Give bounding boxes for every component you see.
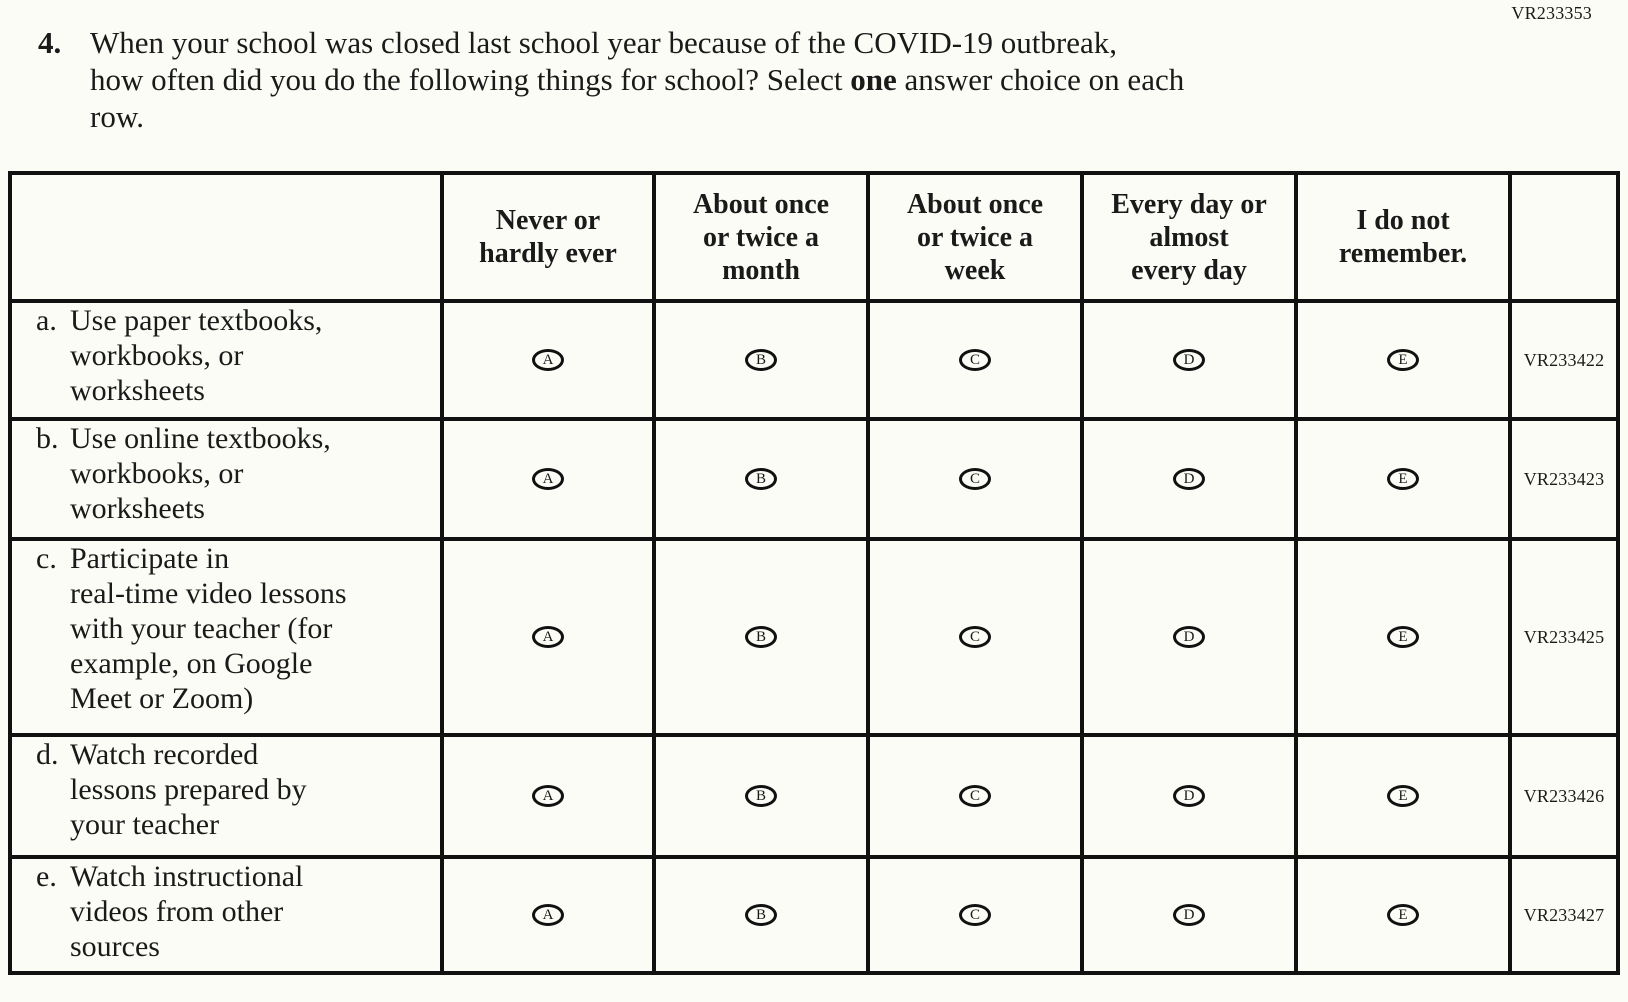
table-row-b: b. Use online textbooks, workbooks, or w… [8, 417, 1620, 541]
row-code: VR233427 [1508, 855, 1620, 975]
row-code: VR233423 [1508, 417, 1620, 541]
option-bubble-a[interactable]: A [532, 468, 564, 490]
row-text: Watch recorded lessons prepared by your … [70, 738, 307, 841]
row-label-cell: d. Watch recorded lessons prepared by yo… [8, 733, 444, 859]
form-code: VR233353 [1511, 3, 1592, 23]
option-bubble-c[interactable]: C [959, 785, 991, 807]
option-cell: E [1294, 417, 1512, 541]
option-cell: A [440, 417, 656, 541]
option-bubble-a[interactable]: A [532, 349, 564, 371]
row-code: VR233426 [1508, 733, 1620, 859]
option-bubble-b[interactable]: B [745, 349, 777, 371]
option-bubble-e[interactable]: E [1387, 626, 1419, 648]
column-header-once-twice-week: About once or twice a week [866, 171, 1084, 303]
option-cell: E [1294, 733, 1512, 859]
option-bubble-a[interactable]: A [532, 785, 564, 807]
option-cell: D [1080, 299, 1298, 421]
option-cell: C [866, 417, 1084, 541]
question-line-3: row. [90, 99, 144, 134]
question-line-2: how often did you do the following thing… [90, 61, 1184, 98]
option-cell: D [1080, 855, 1298, 975]
option-bubble-c[interactable]: C [959, 468, 991, 490]
option-cell: B [652, 417, 870, 541]
question-bold-word: one [850, 62, 897, 97]
option-bubble-d[interactable]: D [1173, 785, 1205, 807]
option-cell: B [652, 733, 870, 859]
option-cell: C [866, 299, 1084, 421]
row-letter: e. [36, 860, 57, 893]
row-label-cell: e. Watch instructional videos from other… [8, 855, 444, 975]
option-cell: E [1294, 299, 1512, 421]
option-cell: A [440, 855, 656, 975]
table-row-e: e. Watch instructional videos from other… [8, 855, 1620, 975]
table-row-d: d. Watch recorded lessons prepared by yo… [8, 733, 1620, 859]
option-cell: A [440, 537, 656, 737]
column-header-do-not-remember: I do not remember. [1294, 171, 1512, 303]
question-table: Never or hardly ever About once or twice… [8, 171, 1620, 975]
row-text: Participate in real-time video lessons w… [70, 542, 347, 715]
question-line-2-pre: how often did you do the following thing… [90, 62, 851, 97]
option-bubble-a[interactable]: A [532, 626, 564, 648]
option-bubble-c[interactable]: C [959, 626, 991, 648]
question-number: 4. [38, 25, 62, 60]
option-bubble-c[interactable]: C [959, 904, 991, 926]
option-bubble-b[interactable]: B [745, 785, 777, 807]
row-label-cell: c. Participate in real-time video lesson… [8, 537, 444, 737]
row-letter: b. [36, 422, 59, 455]
table-row-c: c. Participate in real-time video lesson… [8, 537, 1620, 737]
option-bubble-a[interactable]: A [532, 904, 564, 926]
row-text: Use paper textbooks, workbooks, or works… [70, 304, 323, 407]
option-cell: D [1080, 417, 1298, 541]
header-row: Never or hardly ever About once or twice… [8, 171, 1620, 303]
row-text: Use online textbooks, workbooks, or work… [70, 422, 331, 525]
option-cell: B [652, 855, 870, 975]
question-text: When your school was closed last school … [90, 24, 1184, 135]
option-bubble-d[interactable]: D [1173, 904, 1205, 926]
option-bubble-d[interactable]: D [1173, 349, 1205, 371]
option-bubble-b[interactable]: B [745, 904, 777, 926]
row-text: Watch instructional videos from other so… [70, 860, 304, 963]
option-bubble-d[interactable]: D [1173, 468, 1205, 490]
row-code: VR233425 [1508, 537, 1620, 737]
row-letter: a. [36, 304, 57, 337]
question-line-2-post: answer choice on each [896, 62, 1185, 97]
question-block: 4. When your school was closed last scho… [38, 24, 1628, 135]
row-code: VR233422 [1508, 299, 1620, 421]
option-cell: C [866, 733, 1084, 859]
table-row-a: a. Use paper textbooks, workbooks, or wo… [8, 299, 1620, 421]
option-cell: A [440, 733, 656, 859]
option-cell: E [1294, 537, 1512, 737]
column-header-every-day: Every day or almost every day [1080, 171, 1298, 303]
option-bubble-b[interactable]: B [745, 626, 777, 648]
header-empty-corner [8, 171, 444, 303]
option-cell: A [440, 299, 656, 421]
option-bubble-e[interactable]: E [1387, 904, 1419, 926]
header-empty-code-col [1508, 171, 1620, 303]
option-bubble-d[interactable]: D [1173, 626, 1205, 648]
row-letter: d. [36, 738, 59, 771]
option-bubble-e[interactable]: E [1387, 349, 1419, 371]
option-bubble-e[interactable]: E [1387, 468, 1419, 490]
option-cell: D [1080, 537, 1298, 737]
option-bubble-b[interactable]: B [745, 468, 777, 490]
row-label-cell: b. Use online textbooks, workbooks, or w… [8, 417, 444, 541]
option-cell: C [866, 855, 1084, 975]
column-header-once-twice-month: About once or twice a month [652, 171, 870, 303]
option-cell: B [652, 537, 870, 737]
column-header-never: Never or hardly ever [440, 171, 656, 303]
option-cell: E [1294, 855, 1512, 975]
question-line-1: When your school was closed last school … [90, 25, 1117, 60]
option-cell: C [866, 537, 1084, 737]
option-cell: D [1080, 733, 1298, 859]
row-letter: c. [36, 542, 57, 575]
option-bubble-e[interactable]: E [1387, 785, 1419, 807]
option-cell: B [652, 299, 870, 421]
option-bubble-c[interactable]: C [959, 349, 991, 371]
row-label-cell: a. Use paper textbooks, workbooks, or wo… [8, 299, 444, 421]
